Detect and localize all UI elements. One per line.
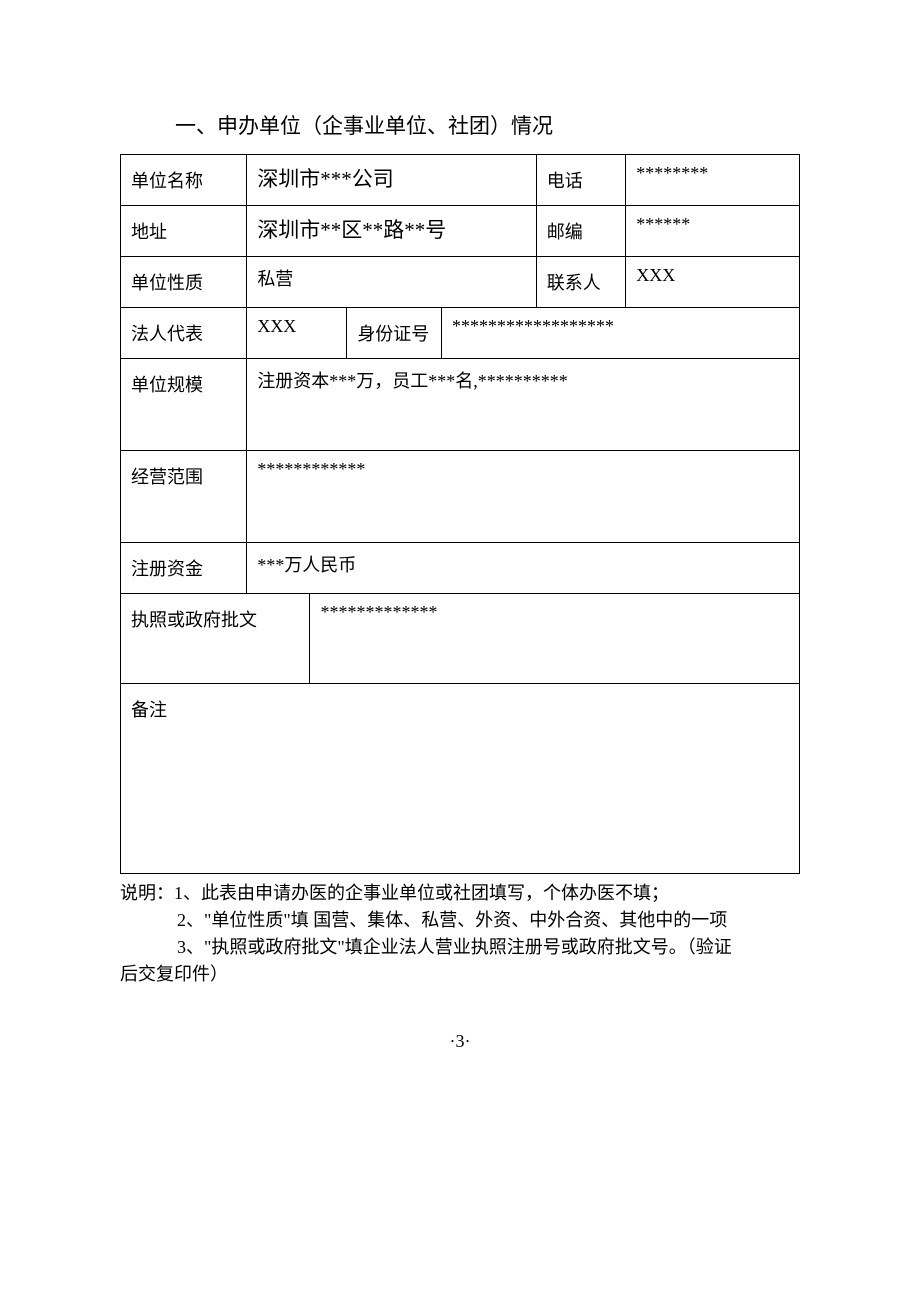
table-row: 经营范围 ************ (121, 451, 800, 543)
table-row: 单位规模 注册资本***万，员工***名,********** (121, 359, 800, 451)
cell-legal-label: 法人代表 (121, 308, 247, 359)
application-form-table: 单位名称 深圳市***公司 电话 ******** 地址 深圳市**区**路**… (120, 154, 800, 874)
cell-phone-value: ******** (626, 155, 800, 206)
section-title: 一、申办单位（企事业单位、社团）情况 (175, 110, 800, 140)
cell-capital-label: 注册资金 (121, 543, 247, 594)
table-row: 法人代表 XXX 身份证号 ****************** (121, 308, 800, 359)
cell-zip-label: 邮编 (536, 206, 625, 257)
notes-line: 说明：1、此表由申请办医的企事业单位或社团填写，个体办医不填； (120, 880, 800, 907)
notes-block: 说明：1、此表由申请办医的企事业单位或社团填写，个体办医不填； 2、"单位性质"… (120, 880, 800, 988)
notes-line: 2、"单位性质"填 国营、集体、私营、外资、中外合资、其他中的一项 (120, 907, 800, 934)
cell-scale-value: 注册资本***万，员工***名,********** (247, 359, 800, 451)
table-row: 地址 深圳市**区**路**号 邮编 ****** (121, 206, 800, 257)
notes-line: 后交复印件） (120, 961, 800, 988)
table-row: 备注 (121, 684, 800, 874)
cell-nature-value: 私营 (247, 257, 536, 308)
page-number: ·3· (0, 1031, 920, 1052)
cell-addr-label: 地址 (121, 206, 247, 257)
cell-contact-label: 联系人 (536, 257, 625, 308)
cell-name-label: 单位名称 (121, 155, 247, 206)
notes-line: 3、"执照或政府批文"填企业法人营业执照注册号或政府批文号。（验证 (120, 934, 800, 961)
cell-license-value: ************* (310, 594, 800, 684)
cell-scope-label: 经营范围 (121, 451, 247, 543)
cell-addr-value: 深圳市**区**路**号 (247, 206, 536, 257)
cell-scale-label: 单位规模 (121, 359, 247, 451)
cell-phone-label: 电话 (536, 155, 625, 206)
table-row: 单位性质 私营 联系人 XXX (121, 257, 800, 308)
table-row: 执照或政府批文 ************* (121, 594, 800, 684)
cell-remarks-label: 备注 (121, 684, 800, 874)
cell-zip-value: ****** (626, 206, 800, 257)
cell-license-label: 执照或政府批文 (121, 594, 310, 684)
cell-id-label: 身份证号 (347, 308, 442, 359)
cell-scope-value: ************ (247, 451, 800, 543)
cell-contact-value: XXX (626, 257, 800, 308)
cell-nature-label: 单位性质 (121, 257, 247, 308)
cell-legal-value: XXX (247, 308, 347, 359)
cell-capital-value: ***万人民币 (247, 543, 800, 594)
table-row: 注册资金 ***万人民币 (121, 543, 800, 594)
cell-name-value: 深圳市***公司 (247, 155, 536, 206)
cell-id-value: ****************** (442, 308, 800, 359)
table-row: 单位名称 深圳市***公司 电话 ******** (121, 155, 800, 206)
